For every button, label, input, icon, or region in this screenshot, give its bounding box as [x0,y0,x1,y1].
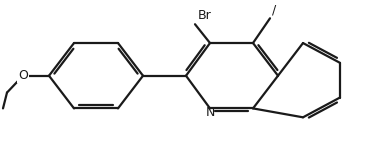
Text: Br: Br [198,9,212,22]
Text: N: N [205,106,215,119]
Text: O: O [18,69,28,82]
Text: /: / [272,3,276,16]
